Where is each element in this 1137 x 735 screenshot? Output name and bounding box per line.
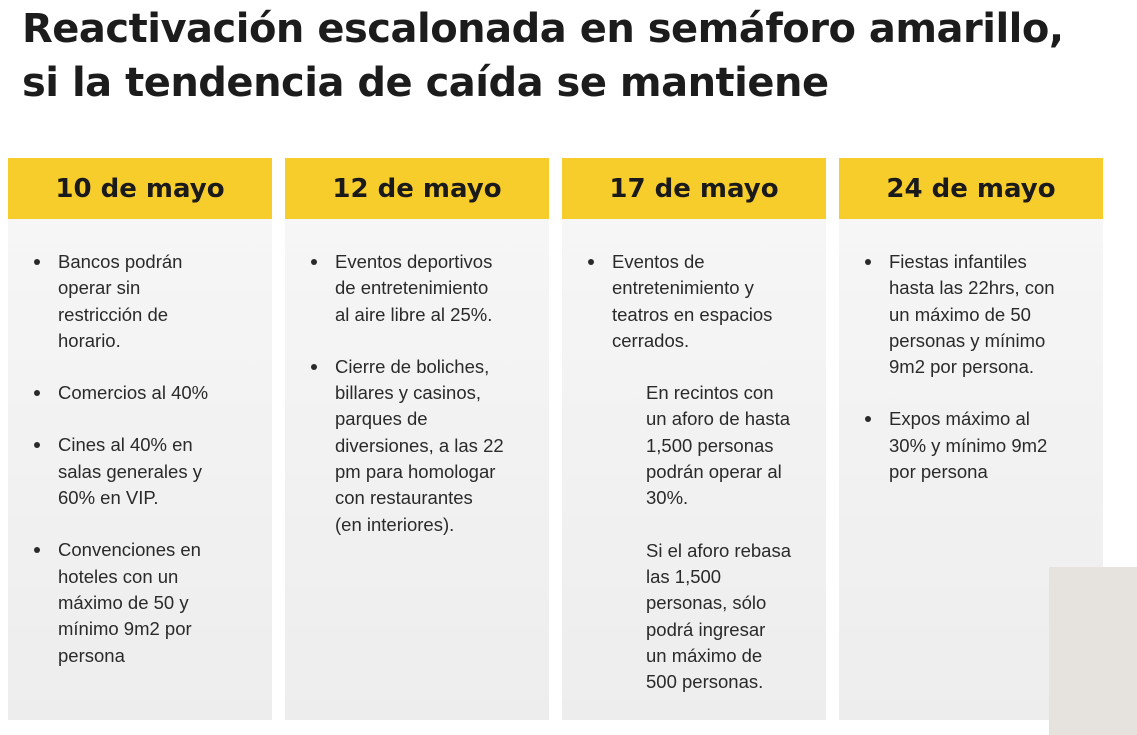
bullet-item: Fiestas infantiles hasta las 22hrs, con un… — [839, 249, 1103, 380]
column-date-header: 24 de mayo — [839, 158, 1103, 219]
title-line-1: Reactivación escalonada en semáforo amar… — [22, 6, 1064, 52]
bullet-item: Eventos de entretenimiento y teatros en es… — [562, 249, 826, 354]
column-body: Eventos deportivos de entretenimiento al a… — [285, 249, 549, 564]
bullet-item: Convenciones en hoteles con un máximo de 5… — [8, 537, 272, 668]
bullet-item: Expos máximo al 30% y mínimo 9m2 por perso… — [839, 406, 1103, 485]
video-overlay-corner — [1049, 567, 1137, 735]
bullet-item: Eventos deportivos de entretenimiento al a… — [285, 249, 549, 328]
slide-title: Reactivación escalonada en semáforo amar… — [22, 2, 1064, 110]
schedule-columns: 10 de mayo Bancos podrán operar sin restri… — [8, 158, 1104, 720]
sub-paragraph: En recintos con un aforo de hasta 1,500 pe… — [646, 382, 790, 509]
column-body: Bancos podrán operar sin restricción de hor… — [8, 249, 272, 695]
sub-paragraph: Si el aforo rebasa las 1,500 personas, sól… — [646, 539, 792, 693]
bullet-item: Comercios al 40% — [8, 380, 272, 406]
column-12-mayo: 12 de mayo Eventos deportivos de entreten… — [285, 158, 549, 720]
column-24-mayo: 24 de mayo Fiestas infantiles hasta las 2… — [839, 158, 1103, 720]
title-line-2: si la tendencia de caída se mantiene — [22, 60, 829, 106]
column-10-mayo: 10 de mayo Bancos podrán operar sin restri… — [8, 158, 272, 720]
column-date-header: 10 de mayo — [8, 158, 272, 219]
bullet-item: Bancos podrán operar sin restricción de hor… — [8, 249, 272, 354]
column-date-header: 12 de mayo — [285, 158, 549, 219]
column-date-header: 17 de mayo — [562, 158, 826, 219]
bullet-item: Cines al 40% en salas generales y 60% en V… — [8, 432, 272, 511]
column-17-mayo: 17 de mayo Eventos de entretenimiento y te… — [562, 158, 826, 720]
column-body: Fiestas infantiles hasta las 22hrs, con un… — [839, 249, 1103, 511]
column-body: Eventos de entretenimiento y teatros en es… — [562, 249, 826, 721]
bullet-item: Cierre de boliches, billares y casinos, pa… — [285, 354, 549, 538]
